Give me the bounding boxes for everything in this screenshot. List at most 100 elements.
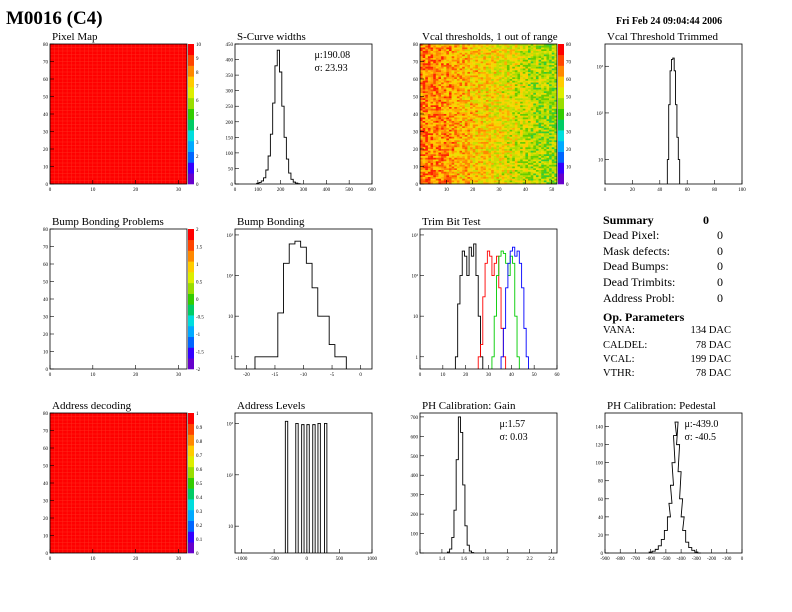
heatmap-cell bbox=[517, 171, 521, 174]
heatmap-cell bbox=[435, 79, 439, 81]
heatmap-cell bbox=[499, 87, 502, 90]
heatmap-cell bbox=[541, 135, 545, 137]
heatmap-cell bbox=[549, 129, 552, 132]
heatmap-cell bbox=[509, 56, 513, 59]
heatmap-cell bbox=[541, 70, 545, 73]
heatmap-cell bbox=[509, 68, 513, 71]
heatmap-cell bbox=[496, 142, 500, 144]
heatmap-cell bbox=[533, 86, 537, 88]
heatmap-cell bbox=[535, 178, 539, 181]
heatmap-cell bbox=[501, 72, 505, 74]
heatmap-cell bbox=[448, 145, 452, 148]
heatmap-cell bbox=[541, 112, 545, 115]
heatmap-cell bbox=[456, 129, 460, 132]
heatmap-cell bbox=[525, 150, 529, 153]
y-tick-label: 0 bbox=[46, 183, 49, 188]
heatmap-cell bbox=[420, 122, 423, 125]
heatmap-cell bbox=[541, 124, 545, 127]
heatmap-cell bbox=[493, 91, 497, 94]
heatmap-cell bbox=[522, 68, 526, 71]
heatmap-cell bbox=[506, 152, 510, 155]
heatmap-cell bbox=[538, 44, 542, 46]
heatmap-cell bbox=[480, 122, 484, 125]
heatmap-cell bbox=[514, 96, 518, 99]
heatmap-cell bbox=[483, 124, 487, 127]
heatmap-cell bbox=[512, 133, 516, 136]
heatmap-cell bbox=[422, 136, 426, 139]
heatmap-cell bbox=[533, 68, 537, 71]
heatmap-cell bbox=[514, 171, 518, 174]
heatmap-cell bbox=[496, 98, 500, 101]
heatmap-cell bbox=[454, 94, 458, 97]
heatmap-cell bbox=[438, 182, 442, 185]
heatmap-cell bbox=[488, 161, 492, 164]
heatmap-cell bbox=[456, 128, 460, 130]
summary-value: 0 bbox=[717, 243, 723, 258]
heatmap-cell bbox=[549, 161, 552, 164]
heatmap-cell bbox=[464, 156, 468, 158]
heatmap-cell bbox=[533, 54, 537, 57]
heatmap-cell bbox=[546, 150, 550, 153]
heatmap-cell bbox=[528, 89, 531, 92]
heatmap-cell bbox=[454, 65, 458, 67]
heatmap-cell bbox=[530, 51, 534, 53]
heatmap-cell bbox=[483, 49, 487, 52]
heatmap-cell bbox=[446, 58, 450, 60]
heatmap-cell bbox=[456, 178, 460, 181]
heatmap-cell bbox=[496, 122, 500, 125]
heatmap-cell bbox=[464, 79, 468, 81]
heatmap-cell bbox=[541, 114, 545, 116]
heatmap-cell bbox=[512, 52, 516, 55]
op-label: VCAL: bbox=[603, 353, 635, 365]
heatmap-cell bbox=[448, 143, 452, 146]
heatmap-cell bbox=[446, 164, 450, 167]
heatmap-cell bbox=[430, 173, 434, 176]
heatmap-cell bbox=[441, 128, 444, 130]
heatmap-cell bbox=[435, 154, 439, 157]
heatmap-cell bbox=[541, 166, 545, 169]
heatmap-cell bbox=[535, 105, 539, 108]
heatmap-cell bbox=[430, 175, 434, 178]
heatmap-cell bbox=[459, 168, 463, 171]
heatmap-cell bbox=[533, 154, 537, 157]
palette-segment bbox=[558, 140, 564, 152]
heatmap-cell bbox=[554, 122, 558, 125]
heatmap-cell bbox=[462, 59, 465, 62]
heatmap-cell bbox=[551, 75, 555, 78]
heatmap-cell bbox=[554, 52, 558, 55]
heatmap-cell bbox=[504, 168, 508, 171]
heatmap-cell bbox=[425, 110, 429, 113]
heatmap-cell bbox=[420, 89, 423, 92]
heatmap-cell bbox=[554, 166, 558, 169]
y-tick-label: 10³ bbox=[412, 233, 419, 239]
heatmap-cell bbox=[541, 61, 545, 64]
heatmap-cell bbox=[477, 122, 481, 125]
heatmap-cell bbox=[480, 147, 484, 150]
heatmap-cell bbox=[525, 114, 529, 116]
heatmap-cell bbox=[538, 145, 542, 148]
heatmap-cell bbox=[451, 152, 455, 155]
heatmap-cell bbox=[459, 110, 463, 113]
heatmap-cell bbox=[541, 87, 545, 90]
heatmap-cell bbox=[491, 121, 494, 123]
heatmap-cell bbox=[477, 52, 481, 55]
heatmap-cell bbox=[525, 124, 529, 127]
heatmap-cell bbox=[467, 164, 471, 167]
heatmap-cell bbox=[530, 44, 534, 46]
heatmap-cell bbox=[530, 68, 534, 71]
heatmap-cell bbox=[441, 56, 444, 59]
heatmap-cell bbox=[520, 45, 523, 48]
heatmap-cell bbox=[459, 66, 463, 69]
heatmap-cell bbox=[483, 91, 487, 94]
heatmap-cell bbox=[451, 145, 455, 148]
heatmap-cell bbox=[470, 135, 473, 137]
heatmap-cell bbox=[538, 178, 542, 181]
heatmap-cell bbox=[448, 112, 452, 115]
heatmap-cell bbox=[522, 80, 526, 83]
heatmap-cell bbox=[554, 177, 558, 179]
heatmap-cell bbox=[501, 93, 505, 95]
heatmap-cell bbox=[488, 175, 492, 178]
heatmap-cell bbox=[525, 112, 529, 115]
heatmap-cell bbox=[546, 58, 550, 60]
heatmap-cell bbox=[456, 166, 460, 169]
